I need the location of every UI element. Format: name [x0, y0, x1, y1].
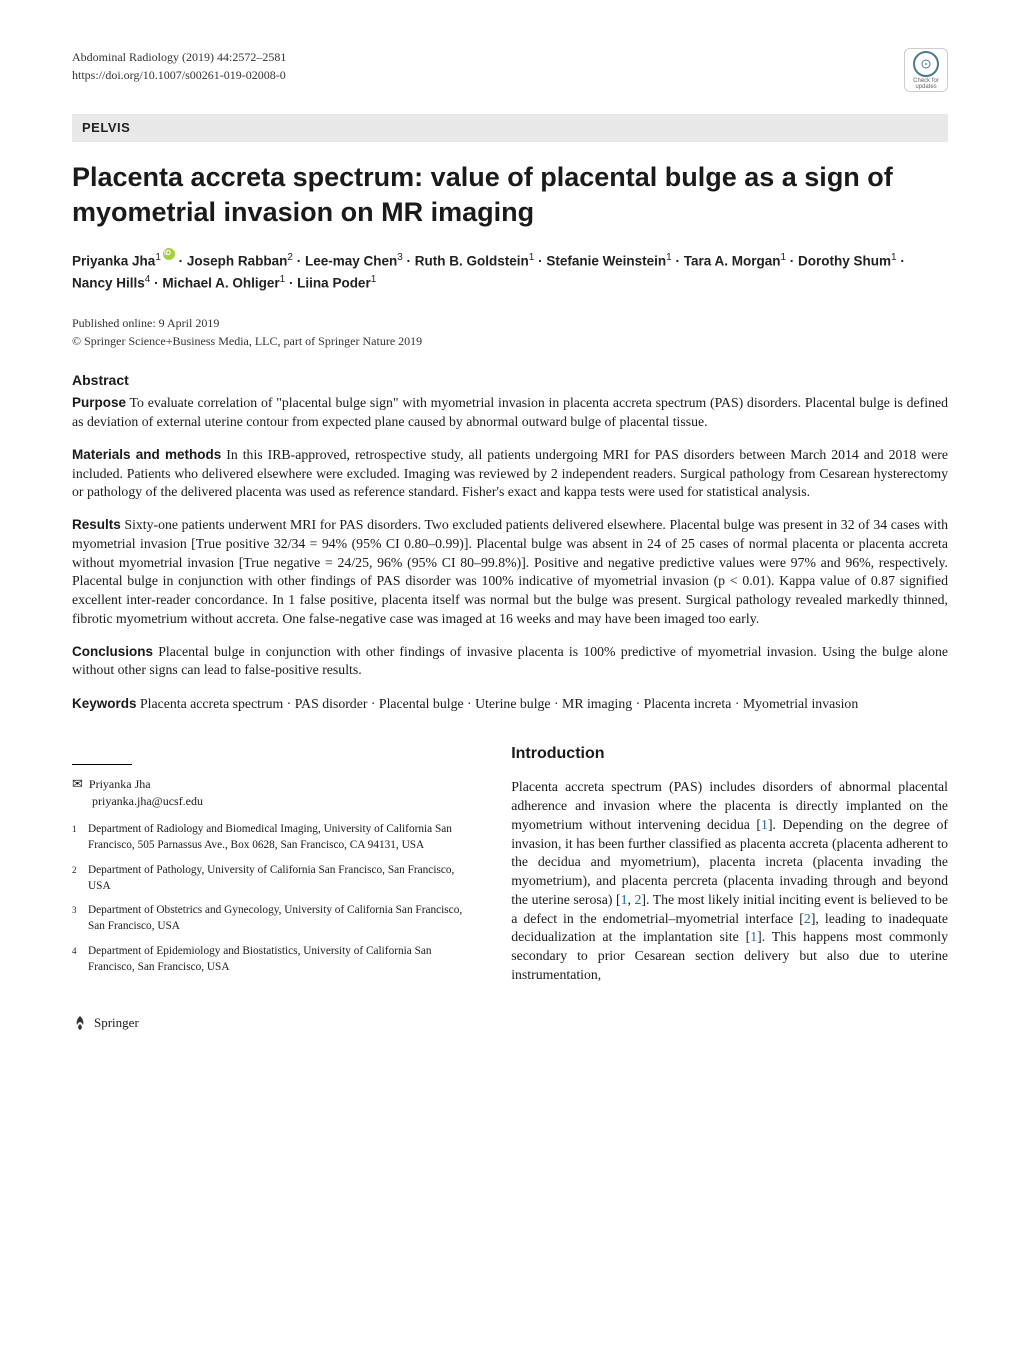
purpose-label: Purpose	[72, 395, 126, 410]
affiliation-number: 2	[72, 863, 88, 895]
affiliation-item: 3Department of Obstetrics and Gynecology…	[72, 903, 475, 935]
conclusions-label: Conclusions	[72, 644, 153, 659]
journal-meta: Abdominal Radiology (2019) 44:2572–2581 …	[72, 48, 286, 84]
section-label-bar: PELVIS	[72, 114, 948, 142]
left-column: ✉Priyanka Jha priyanka.jha@ucsf.edu 1Dep…	[72, 744, 475, 985]
affiliation-text: Department of Radiology and Biomedical I…	[88, 822, 475, 854]
right-column: Introduction Placenta accreta spectrum (…	[511, 744, 948, 985]
affiliation-number: 1	[72, 822, 88, 854]
affiliation-text: Department of Obstetrics and Gynecology,…	[88, 903, 475, 935]
published-online: Published online: 9 April 2019	[72, 314, 948, 332]
section-label: PELVIS	[82, 120, 130, 135]
copyright: © Springer Science+Business Media, LLC, …	[72, 332, 948, 350]
affiliation-item: 1Department of Radiology and Biomedical …	[72, 822, 475, 854]
affiliation-text: Department of Epidemiology and Biostatis…	[88, 944, 475, 976]
methods-label: Materials and methods	[72, 447, 221, 462]
results-text: Sixty-one patients underwent MRI for PAS…	[72, 517, 948, 626]
lower-columns: ✉Priyanka Jha priyanka.jha@ucsf.edu 1Dep…	[72, 744, 948, 985]
introduction-heading: Introduction	[511, 744, 948, 764]
abstract-results: Results Sixty-one patients underwent MRI…	[72, 516, 948, 629]
correspondence-rule	[72, 764, 132, 765]
affiliation-item: 2Department of Pathology, University of …	[72, 863, 475, 895]
publisher-name: Springer	[94, 1015, 139, 1032]
correspondence: ✉ Priyanka Jha priyanka.jha@ucsf.edu	[72, 775, 475, 810]
crossmark-badge[interactable]: Check for updates	[904, 48, 948, 92]
conclusions-text: Placental bulge in conjunction with othe…	[72, 644, 948, 678]
keywords: Keywords Placenta accreta spectrum · PAS…	[72, 694, 948, 714]
affiliation-text: Department of Pathology, University of C…	[88, 863, 475, 895]
author-list: Priyanka Jha1 · Joseph Rabban2 · Lee-may…	[72, 248, 948, 295]
purpose-text: To evaluate correlation of "placental bu…	[72, 395, 948, 429]
envelope-icon: ✉	[72, 776, 83, 791]
journal-citation: Abdominal Radiology (2019) 44:2572–2581	[72, 48, 286, 66]
doi[interactable]: https://doi.org/10.1007/s00261-019-02008…	[72, 66, 286, 84]
corresp-name: Priyanka Jha	[89, 777, 151, 791]
keywords-label: Keywords	[72, 696, 137, 711]
crossmark-label: Check for updates	[905, 78, 947, 90]
affiliation-item: 4Department of Epidemiology and Biostati…	[72, 944, 475, 976]
introduction-body: Placenta accreta spectrum (PAS) includes…	[511, 778, 948, 984]
article-title: Placenta accreta spectrum: value of plac…	[72, 160, 948, 229]
abstract-methods: Materials and methods In this IRB-approv…	[72, 446, 948, 502]
abstract-conclusions: Conclusions Placental bulge in conjuncti…	[72, 643, 948, 681]
springer-logo-icon	[72, 1015, 88, 1031]
publication-info: Published online: 9 April 2019 © Springe…	[72, 314, 948, 350]
affiliation-number: 4	[72, 944, 88, 976]
abstract-heading: Abstract	[72, 372, 948, 390]
abstract-purpose: Purpose To evaluate correlation of "plac…	[72, 394, 948, 432]
page-footer: Springer	[72, 1015, 948, 1032]
keywords-text: Placenta accreta spectrum · PAS disorder…	[137, 696, 859, 711]
corresp-email[interactable]: priyanka.jha@ucsf.edu	[92, 794, 203, 808]
article-header: Abdominal Radiology (2019) 44:2572–2581 …	[72, 48, 948, 92]
results-label: Results	[72, 517, 121, 532]
orcid-icon	[163, 248, 175, 260]
crossmark-icon	[913, 51, 939, 77]
affiliations: 1Department of Radiology and Biomedical …	[72, 822, 475, 985]
affiliation-number: 3	[72, 903, 88, 935]
